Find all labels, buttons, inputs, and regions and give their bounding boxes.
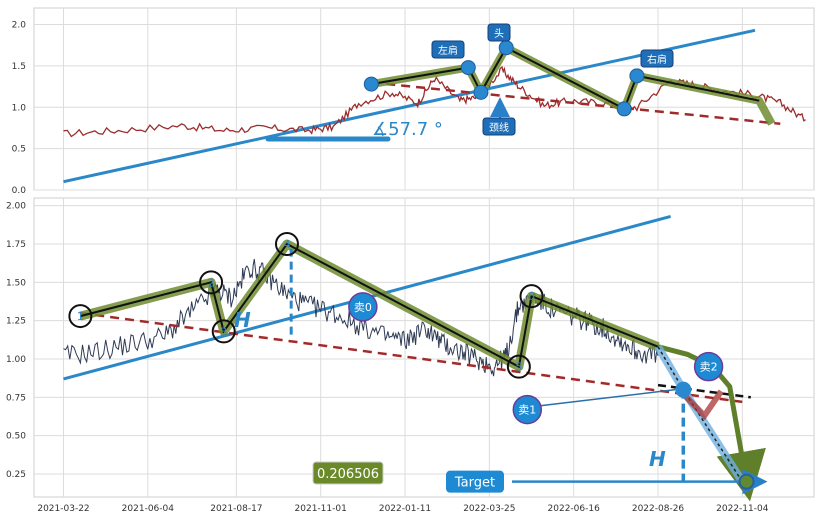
- bottom-neckline: [80, 311, 743, 404]
- top-y-tick-label: 0.0: [12, 186, 27, 196]
- x-tick-label: 2021-11-01: [295, 504, 347, 514]
- bottom-y-tick-label: 0.50: [6, 432, 26, 442]
- right-shoulder-label-box: [640, 49, 674, 68]
- pattern-point-number: 3: [220, 325, 227, 338]
- pattern-point-number: 1: [77, 310, 84, 323]
- x-tick-label: 2021-03-22: [37, 504, 89, 514]
- top-pattern-point: [629, 68, 645, 84]
- top-pattern-point: [363, 76, 379, 92]
- value-box: [312, 461, 384, 485]
- right-shoulder-label: 右肩: [647, 53, 667, 66]
- bottom-pattern-line: [80, 242, 659, 369]
- x-tick-label: 2022-06-16: [548, 504, 601, 514]
- bottom-y-tick-label: 1.75: [6, 240, 26, 250]
- pattern-point-number: 2: [208, 276, 215, 289]
- x-tick-label: 2022-01-11: [379, 504, 431, 514]
- x-tick-label: 2022-08-26: [632, 504, 685, 514]
- bottom-y-tick-label: 0.75: [6, 393, 26, 403]
- pattern-point-marker: [199, 270, 224, 295]
- pattern-point-marker: [519, 284, 544, 309]
- pattern-point-marker: [68, 304, 93, 329]
- sell-entry-point: [675, 381, 692, 398]
- sell-drop: [676, 387, 724, 421]
- bottom-y-tick-label: 1.25: [6, 317, 26, 327]
- top-pattern-point: [498, 40, 514, 56]
- left-shoulder-label-box: [431, 40, 465, 59]
- angle-label: ∡57.7 °: [372, 119, 443, 140]
- sell1-connector: [541, 388, 676, 407]
- bottom-y-tick-label: 2.00: [6, 202, 26, 212]
- top-pattern-point: [616, 101, 632, 117]
- bottom-panel-grid: [33, 197, 815, 498]
- target-label: Target: [454, 476, 495, 491]
- top-y-tick-label: 1.0: [12, 103, 27, 113]
- bottom-y-tick-label: 1.50: [6, 278, 26, 288]
- neckline-label: 颈线: [489, 121, 509, 134]
- head-label-box: [487, 23, 511, 42]
- sell-marker-label: 卖1: [518, 404, 536, 417]
- bottom-y-tick-label: 1.00: [6, 355, 26, 365]
- sell-marker-label: 卖2: [700, 361, 718, 374]
- pattern-point-number: 6: [528, 290, 535, 303]
- neckline-label-box: [482, 117, 516, 136]
- top-y-tick-label: 2.0: [12, 21, 27, 31]
- sell-marker: [348, 292, 378, 322]
- top-trendline: [63, 28, 756, 184]
- target-box: [446, 470, 504, 493]
- x-tick-label: 2021-08-17: [210, 504, 262, 514]
- top-y-tick-label: 0.5: [12, 145, 26, 155]
- projection-neckline: [657, 383, 751, 399]
- h-label-left: H: [234, 308, 251, 332]
- top-pattern-point: [460, 60, 476, 76]
- bottom-y-tick-label: 0.25: [6, 470, 26, 480]
- pattern-point-number: 4: [283, 238, 290, 251]
- sell-marker-label: 卖0: [354, 301, 372, 314]
- bottom-panel: H H Target 0.206506 1 2 3 4 5 6 卖0 卖1 卖2: [63, 214, 768, 502]
- x-tick-label: 2022-11-04: [716, 504, 769, 514]
- top-neckline: [371, 81, 781, 126]
- pattern-point-number: 5: [515, 361, 522, 374]
- x-tick-label: 2022-03-25: [463, 504, 515, 514]
- target-point: [738, 473, 755, 490]
- value-label: 0.206506: [317, 467, 379, 482]
- pattern-point-marker: [274, 232, 299, 256]
- head-label: 头: [494, 28, 504, 40]
- pattern-point-marker: [506, 354, 531, 379]
- bottom-panel-frame: [33, 197, 815, 498]
- top-pattern-point: [473, 84, 489, 100]
- sell-marker: [693, 351, 724, 382]
- left-shoulder-label: 左肩: [438, 44, 458, 57]
- sell-marker: [512, 394, 543, 425]
- x-tick-label: 2021-06-04: [122, 504, 175, 514]
- top-y-tick-label: 1.5: [12, 62, 26, 72]
- pattern-point-marker: [211, 319, 236, 344]
- axis-labels: 2021-03-22 2021-06-04 2021-08-17 2021-11-01…: [6, 21, 769, 514]
- h-label-right: H: [649, 447, 666, 471]
